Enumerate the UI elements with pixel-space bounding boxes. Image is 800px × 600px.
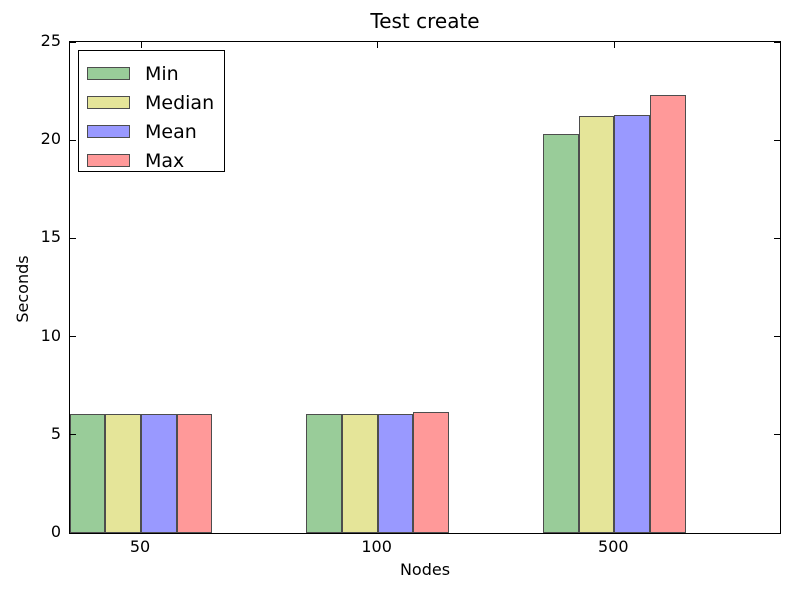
bar-min-50 xyxy=(69,414,106,533)
x-tick-top xyxy=(613,42,615,48)
y-tick-right xyxy=(774,434,780,436)
legend-swatch-max xyxy=(87,154,130,167)
y-tick-left xyxy=(70,237,76,239)
x-tick-top xyxy=(140,42,142,48)
x-tick-top xyxy=(377,42,379,48)
y-tick-right xyxy=(774,41,780,43)
y-tick-label: 20 xyxy=(40,129,61,149)
legend-item-max: Max xyxy=(87,146,224,175)
y-tick-left xyxy=(70,434,76,436)
bar-max-50 xyxy=(176,414,213,533)
chart-title: Test create xyxy=(370,9,480,33)
x-tick-label: 500 xyxy=(598,537,629,556)
y-tick-label: 5 xyxy=(50,423,61,443)
legend-label-min: Min xyxy=(145,62,179,85)
y-tick-right xyxy=(774,139,780,141)
bar-median-500 xyxy=(578,115,615,533)
legend-item-min: Min xyxy=(87,59,224,88)
bar-mean-50 xyxy=(141,414,177,533)
bar-mean-500 xyxy=(614,114,650,533)
bar-max-100 xyxy=(413,412,449,533)
legend-swatch-mean xyxy=(87,125,130,138)
legend-label-max: Max xyxy=(145,149,185,172)
y-tick-right xyxy=(774,532,780,534)
bar-min-500 xyxy=(543,134,579,533)
bar-max-500 xyxy=(649,95,686,533)
legend-swatch-min xyxy=(87,67,130,80)
bar-mean-100 xyxy=(377,414,414,533)
axes xyxy=(69,41,781,534)
x-axis-label: Nodes xyxy=(399,560,451,579)
x-tick-label: 100 xyxy=(361,537,392,556)
bar-median-50 xyxy=(105,414,141,533)
y-tick-label: 0 xyxy=(50,522,61,541)
y-tick-label: 15 xyxy=(40,227,61,247)
bar-median-100 xyxy=(342,414,378,533)
legend-label-median: Median xyxy=(145,91,215,114)
legend: Min Median Mean Max xyxy=(78,50,225,172)
x-tick-label: 50 xyxy=(129,537,151,556)
y-tick-left xyxy=(70,139,76,141)
y-tick-left xyxy=(70,336,76,338)
legend-label-mean: Mean xyxy=(145,120,197,143)
legend-item-median: Median xyxy=(87,88,224,117)
y-tick-right xyxy=(774,237,780,239)
y-tick-left xyxy=(70,41,76,43)
y-tick-left xyxy=(70,532,76,534)
legend-swatch-median xyxy=(87,96,130,109)
y-tick-label: 25 xyxy=(40,31,61,50)
legend-item-mean: Mean xyxy=(87,117,224,146)
y-axis-label: Seconds xyxy=(13,255,32,323)
y-tick-right xyxy=(774,336,780,338)
bar-min-100 xyxy=(306,414,343,533)
y-tick-label: 10 xyxy=(40,325,61,345)
